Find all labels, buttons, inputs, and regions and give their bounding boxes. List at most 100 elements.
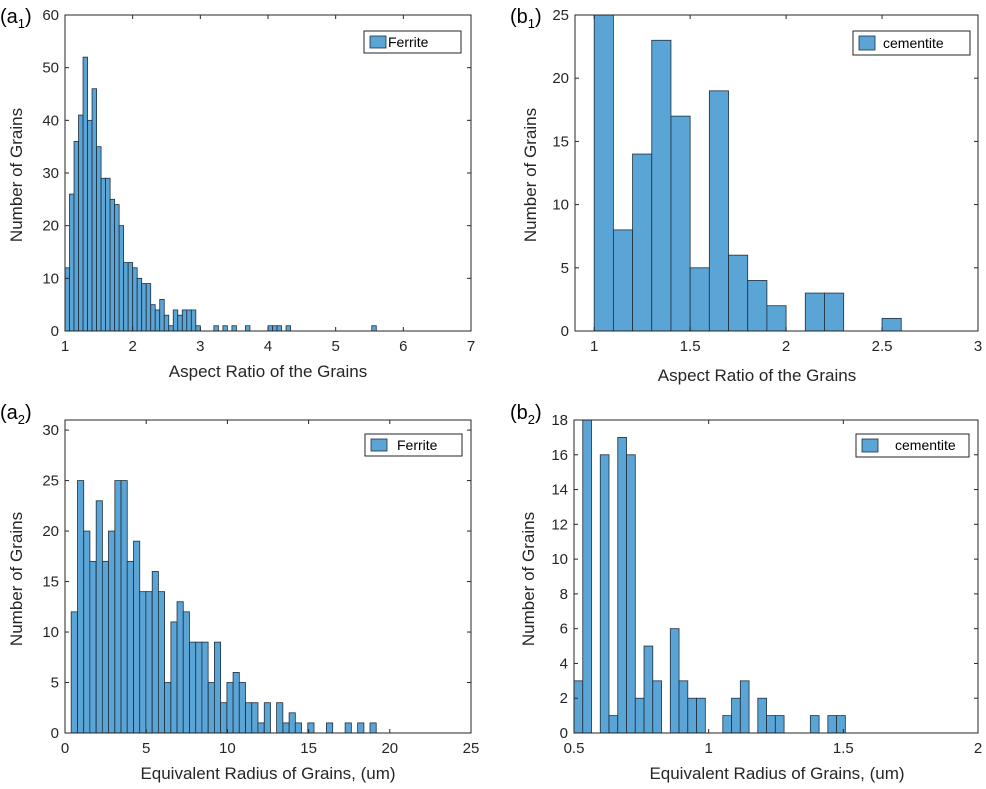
panel-a1-label: (a1): [0, 6, 32, 31]
histogram-bar: [689, 267, 710, 332]
x-tick-label: 3: [196, 338, 204, 355]
histogram-bar: [272, 325, 278, 332]
histogram-bar: [136, 277, 143, 332]
y-tick-label: 5: [561, 260, 569, 277]
histogram-bar: [139, 591, 147, 734]
histogram-bar: [182, 611, 190, 734]
panel-b1-label: (b1): [510, 6, 542, 31]
histogram-cementite-aspect-ratio: 1 1.5 2 2.5 3 0 5 10 15 20 25: [552, 7, 982, 355]
legend-label: cementite: [895, 437, 956, 453]
panel-a2: (a2) 0 5 10 15 20 25 0 5 10 15 20 25 30 Equivalent R…: [0, 402, 479, 783]
histogram-bar: [276, 325, 282, 332]
legend-swatch: [861, 438, 879, 453]
histogram-bar: [804, 292, 825, 332]
x-tick-label: 6: [399, 338, 407, 355]
histogram-bar: [151, 571, 159, 734]
x-tick-label: 0.5: [564, 740, 585, 757]
x-tick-label: 15: [300, 740, 317, 757]
histogram-bar: [285, 325, 291, 332]
histogram-bar: [881, 317, 902, 332]
y-axis-label: Number of Grains: [7, 512, 26, 646]
histogram-bar: [344, 722, 352, 734]
histogram-bar: [251, 702, 259, 734]
y-tick-label: 15: [552, 133, 569, 150]
histogram-bar: [369, 722, 377, 734]
histogram-bar: [145, 283, 152, 332]
histogram-bar: [652, 680, 662, 734]
histogram-bar: [326, 722, 334, 734]
y-axis-label: Number of Grains: [519, 512, 538, 646]
x-axis-label: Equivalent Radius of Grains, (um): [140, 764, 395, 783]
histogram-bar: [164, 682, 172, 734]
histogram-bar: [195, 641, 203, 734]
histogram-bar: [593, 14, 614, 332]
histogram-bar: [357, 722, 365, 734]
histogram-bar: [78, 114, 84, 332]
histogram-bar: [168, 325, 174, 332]
histogram-bar: [64, 267, 70, 332]
x-tick-label: 2.5: [872, 338, 893, 355]
histogram-bar: [267, 325, 273, 332]
legend-swatch: [369, 35, 387, 49]
histogram-bar: [766, 715, 776, 734]
y-axis-label: Number of Grains: [7, 108, 26, 242]
histogram-bar: [83, 530, 91, 734]
histogram-bar: [123, 262, 129, 332]
histogram-bar: [89, 560, 97, 734]
histogram-bar: [163, 314, 170, 332]
y-tick-label: 0: [51, 725, 59, 742]
x-tick-label: 1.5: [833, 740, 854, 757]
histogram-bar: [141, 283, 147, 332]
panel-a1: (a1) 1 2 3 4 5 6 7 0 10 20 30 40 50 60 Aspect Ratio o…: [0, 6, 475, 381]
x-tick-label: 0: [61, 740, 69, 757]
histogram-bar: [222, 325, 228, 332]
histogram-bar: [836, 715, 846, 734]
y-tick-label: 20: [42, 523, 59, 540]
histogram-bar: [69, 193, 75, 332]
histogram-bar: [82, 56, 88, 332]
histogram-bar: [70, 611, 78, 734]
x-tick-label: 2: [782, 338, 790, 355]
histogram-bar: [132, 267, 138, 332]
histogram-bar: [105, 177, 111, 332]
x-tick-label: 20: [381, 740, 398, 757]
y-tick-label: 25: [552, 7, 569, 24]
histogram-bar: [245, 325, 251, 332]
histogram-bar: [696, 697, 706, 734]
histogram-bar: [238, 682, 246, 734]
histogram-bar: [96, 146, 102, 332]
histogram-ferrite-aspect-ratio: 1 2 3 4 5 6 7 0 10 20 30 40 50 60: [42, 7, 475, 355]
y-tick-label: 15: [42, 574, 59, 591]
panel-b2-label: (b2): [510, 402, 542, 427]
y-tick-label: 8: [560, 586, 568, 603]
y-tick-label: 14: [551, 482, 568, 499]
histogram-bar: [114, 204, 120, 332]
axes-box: [64, 419, 472, 734]
histogram-bar: [288, 712, 296, 734]
x-tick-label: 7: [467, 338, 475, 355]
histogram-bar: [181, 309, 188, 332]
x-tick-label: 2: [128, 338, 136, 355]
legend-label: Ferrite: [388, 34, 429, 50]
y-tick-label: 0: [51, 323, 59, 340]
y-tick-label: 10: [42, 270, 59, 287]
x-tick-label: 4: [264, 338, 272, 355]
histogram-bar: [108, 530, 116, 734]
histogram-bar: [207, 682, 215, 734]
axes-box: [573, 419, 979, 734]
panel-a2-label: (a2): [0, 402, 32, 427]
x-tick-label: 10: [219, 740, 236, 757]
histogram-bar: [120, 480, 128, 734]
x-tick-label: 25: [463, 740, 480, 757]
x-tick-label: 1: [61, 338, 69, 355]
y-tick-label: 40: [42, 112, 59, 129]
histogram-bar: [91, 88, 97, 332]
histogram-bar: [757, 697, 767, 734]
histogram-bar: [176, 601, 184, 734]
y-tick-label: 10: [552, 197, 569, 214]
histogram-bar: [722, 715, 732, 734]
legend-swatch: [370, 438, 388, 452]
histogram-bar: [170, 621, 178, 734]
y-axis-label: Number of Grains: [521, 108, 540, 242]
